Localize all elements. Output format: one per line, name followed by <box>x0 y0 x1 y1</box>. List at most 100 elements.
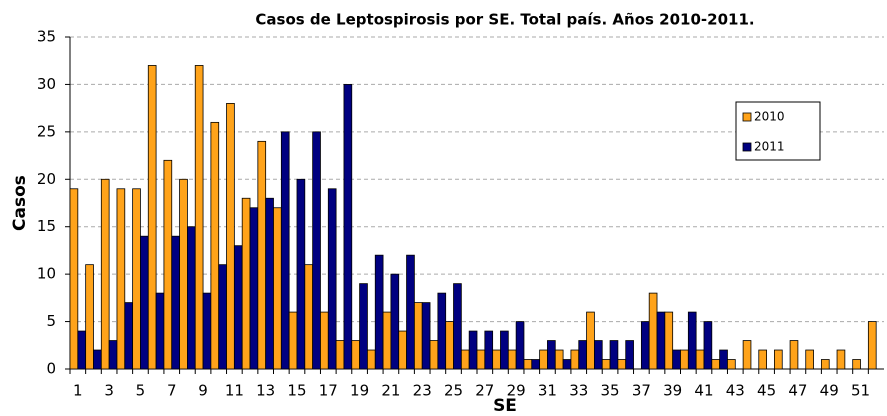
bar <box>460 349 470 370</box>
bar <box>570 349 580 370</box>
bar <box>711 359 721 370</box>
bar <box>390 273 400 370</box>
bar <box>179 178 188 370</box>
bar <box>93 349 102 370</box>
bar <box>210 121 220 370</box>
y-tick-label: 5 <box>46 312 56 330</box>
bar <box>367 349 376 370</box>
y-tick-label: 15 <box>37 217 56 235</box>
bar <box>672 349 681 370</box>
bar <box>327 188 337 370</box>
x-tick-label: 31 <box>538 382 557 400</box>
bar <box>601 359 611 370</box>
chart-title: Casos de Leptospirosis por SE. Total paí… <box>255 11 754 29</box>
y-tick-label: 25 <box>37 122 56 140</box>
bar <box>194 65 204 370</box>
bar <box>233 245 243 370</box>
bar <box>867 321 877 370</box>
bar <box>147 65 157 370</box>
bar <box>69 188 79 370</box>
bar <box>413 302 423 370</box>
bar <box>468 330 478 370</box>
bar <box>758 349 767 370</box>
bar <box>359 283 368 370</box>
bar <box>805 349 814 370</box>
bar <box>664 311 674 370</box>
bar <box>171 235 180 370</box>
x-tick-label: 37 <box>632 382 651 400</box>
x-tick-label: 47 <box>788 382 807 400</box>
x-tick-label: 43 <box>726 382 745 400</box>
x-tick-label: 11 <box>225 382 244 400</box>
bar <box>687 311 697 370</box>
x-tick-label: 49 <box>820 382 839 400</box>
bar <box>719 349 728 370</box>
bar <box>249 207 259 370</box>
y-tick-label: 20 <box>37 170 56 188</box>
x-tick-label: 3 <box>104 382 114 400</box>
bar <box>852 359 861 370</box>
legend-label: 2011 <box>754 140 785 154</box>
bar <box>335 340 345 370</box>
bar <box>789 340 799 370</box>
bar <box>820 359 830 370</box>
x-tick-label: 23 <box>413 382 432 400</box>
bar <box>265 197 274 370</box>
x-tick-label: 5 <box>136 382 146 400</box>
legend-swatch <box>742 112 752 122</box>
x-tick-label: 21 <box>381 382 400 400</box>
bar <box>445 321 454 370</box>
bar <box>116 188 126 370</box>
bar <box>617 359 627 370</box>
bar <box>288 311 298 370</box>
bar <box>280 131 290 370</box>
bar <box>312 131 321 370</box>
x-tick-label: 1 <box>73 382 83 400</box>
bar <box>421 302 431 370</box>
x-tick-label: 25 <box>444 382 463 400</box>
x-tick-label: 45 <box>757 382 776 400</box>
bar <box>132 188 141 370</box>
bar <box>695 349 705 370</box>
bar <box>351 340 360 370</box>
bar <box>625 340 634 370</box>
bar <box>320 311 329 370</box>
bar <box>77 330 87 370</box>
bar <box>343 84 353 370</box>
x-tick-label: 17 <box>319 382 338 400</box>
y-tick-label: 35 <box>37 28 56 46</box>
y-axis-title: Casos <box>10 175 30 231</box>
bar <box>218 264 227 370</box>
bar <box>492 349 501 370</box>
bar <box>398 330 407 370</box>
bar <box>163 159 173 370</box>
bar <box>547 340 556 370</box>
legend-swatch <box>742 142 752 152</box>
bar <box>523 359 533 370</box>
x-tick-label: 15 <box>287 382 306 400</box>
bar <box>140 235 149 370</box>
bar <box>273 207 282 370</box>
x-tick-label: 19 <box>350 382 369 400</box>
bar <box>586 311 595 370</box>
y-tick-label: 30 <box>37 75 56 93</box>
bar <box>742 340 752 370</box>
bar <box>296 178 306 370</box>
bar <box>531 359 541 370</box>
x-tick-label: 27 <box>475 382 494 400</box>
bar <box>124 302 134 370</box>
bar <box>507 349 517 370</box>
bar <box>453 283 462 370</box>
x-tick-label: 51 <box>851 382 870 400</box>
x-tick-label: 39 <box>663 382 682 400</box>
bar <box>680 349 689 370</box>
bar <box>406 254 415 370</box>
bar <box>774 349 783 370</box>
bar <box>226 103 235 370</box>
x-tick-label: 41 <box>694 382 713 400</box>
bar <box>836 349 846 370</box>
bar <box>727 359 736 370</box>
bar <box>241 197 251 370</box>
bar <box>100 178 110 370</box>
